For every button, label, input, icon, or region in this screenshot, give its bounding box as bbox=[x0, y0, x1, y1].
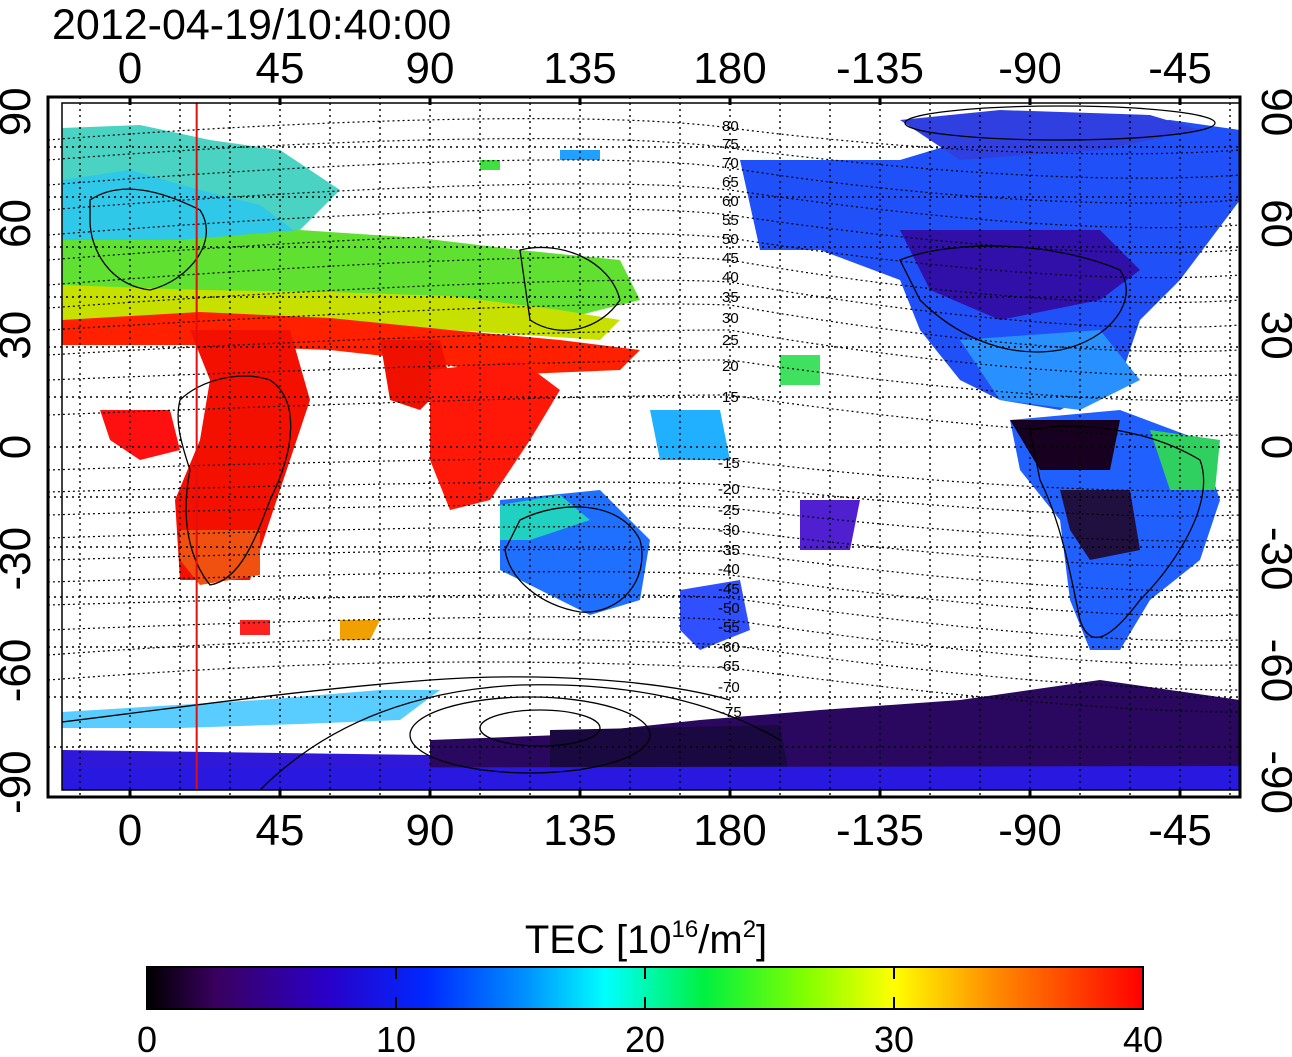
lon-tick-label: 0 bbox=[118, 44, 142, 93]
mlat-label: -25 bbox=[718, 502, 740, 519]
mlat-label: -50 bbox=[718, 600, 740, 617]
pole-contours bbox=[61, 105, 1216, 791]
mlat-label: 20 bbox=[722, 358, 739, 375]
lat-tick-label: 90 bbox=[1252, 87, 1292, 136]
mlat-label: 25 bbox=[722, 332, 739, 349]
colorbar-label-end: ] bbox=[756, 918, 768, 962]
lat-tick-label: -60 bbox=[1252, 639, 1292, 703]
mlat-label: 80 bbox=[722, 118, 739, 135]
tec-data-layer bbox=[62, 110, 1240, 790]
colorbar-tick-label: 20 bbox=[625, 1019, 665, 1057]
lon-tick-label: -135 bbox=[836, 44, 924, 93]
colorbar-tick-label: 30 bbox=[874, 1019, 914, 1057]
lon-tick-label: 180 bbox=[693, 806, 766, 855]
lat-tick-label: -90 bbox=[0, 750, 40, 814]
latitude-ticks-left: 90 60 30 0 -30 -60 -90 bbox=[0, 87, 40, 814]
lon-tick-label: 45 bbox=[256, 806, 305, 855]
mlat-label: -20 bbox=[718, 481, 740, 498]
colorbar-label-exp2: 2 bbox=[742, 916, 757, 943]
mlat-label: -60 bbox=[718, 639, 740, 656]
lon-tick-label: 0 bbox=[118, 806, 142, 855]
mlat-label: 55 bbox=[722, 212, 739, 229]
mlat-label: 35 bbox=[722, 289, 739, 306]
lat-tick-label: 30 bbox=[1252, 311, 1292, 360]
lon-tick-label: -45 bbox=[1148, 806, 1212, 855]
lon-tick-label: 180 bbox=[693, 44, 766, 93]
mlat-label: 75 bbox=[722, 136, 739, 153]
lat-tick-label: -90 bbox=[1252, 750, 1292, 814]
colorbar-label-exp1: 16 bbox=[671, 916, 699, 943]
mlat-label: -15 bbox=[718, 455, 740, 472]
latitude-ticks-right: 90 60 30 0 -30 -60 -90 bbox=[1252, 87, 1292, 814]
colorbar-tick-label: 0 bbox=[137, 1019, 157, 1057]
graticule bbox=[48, 97, 1240, 797]
colorbar-label: TEC [1016/m2] bbox=[0, 905, 1292, 965]
lon-tick-label: -90 bbox=[998, 44, 1062, 93]
mlat-label: 65 bbox=[722, 174, 739, 191]
mlat-label: 45 bbox=[722, 250, 739, 267]
lat-tick-label: 30 bbox=[0, 311, 40, 360]
mlat-label: -55 bbox=[718, 619, 740, 636]
mlat-label: -35 bbox=[718, 542, 740, 559]
mlat-label: 50 bbox=[722, 231, 739, 248]
lat-tick-label: 60 bbox=[1252, 199, 1292, 248]
lat-tick-label: -60 bbox=[0, 639, 40, 703]
lat-tick-label: 60 bbox=[0, 199, 40, 248]
mlat-label: 60 bbox=[722, 193, 739, 210]
lat-tick-label: 0 bbox=[0, 435, 40, 459]
lon-tick-label: 90 bbox=[406, 44, 455, 93]
mlat-label: -70 bbox=[718, 679, 740, 696]
mlat-label: 15 bbox=[722, 389, 739, 406]
magnetic-latitude-contours bbox=[48, 118, 1240, 713]
colorbar-label-mid: /m bbox=[698, 918, 743, 962]
longitude-ticks-bottom: 0 45 90 135 180 -135 -90 -45 bbox=[118, 789, 1212, 855]
mlat-label: -30 bbox=[718, 522, 740, 539]
mlat-label: -65 bbox=[718, 658, 740, 675]
lat-tick-label: 90 bbox=[0, 87, 40, 136]
lat-tick-label: 0 bbox=[1252, 435, 1292, 459]
lon-tick-label: 90 bbox=[406, 806, 455, 855]
lat-tick-label: -30 bbox=[0, 527, 40, 591]
mlat-label: 70 bbox=[722, 155, 739, 172]
lon-tick-label: -90 bbox=[998, 806, 1062, 855]
map-title: 2012-04-19/10:40:00 bbox=[52, 1, 452, 49]
lon-tick-label: 135 bbox=[543, 806, 616, 855]
colorbar-tick-label: 10 bbox=[376, 1019, 416, 1057]
lon-tick-label: 135 bbox=[543, 44, 616, 93]
mlat-label: 40 bbox=[722, 269, 739, 286]
lon-tick-label: -135 bbox=[836, 806, 924, 855]
magnetic-latitude-labels: 80 75 70 65 60 55 50 45 40 35 30 25 20 1… bbox=[718, 118, 742, 721]
mlat-label: -45 bbox=[718, 581, 740, 598]
longitude-ticks-top: 0 45 90 135 180 -135 -90 -45 bbox=[118, 44, 1212, 105]
colorbar-ticks: 0 10 20 30 40 bbox=[137, 967, 1163, 1057]
mlat-label: -75 bbox=[720, 704, 742, 721]
colorbar-label-main: TEC [10 bbox=[524, 918, 672, 962]
mlat-label: -40 bbox=[718, 561, 740, 578]
lat-tick-label: -30 bbox=[1252, 527, 1292, 591]
mlat-label: 30 bbox=[722, 310, 739, 327]
lon-tick-label: -45 bbox=[1148, 44, 1212, 93]
lon-tick-label: 45 bbox=[256, 44, 305, 93]
colorbar-tick-label: 40 bbox=[1123, 1019, 1163, 1057]
